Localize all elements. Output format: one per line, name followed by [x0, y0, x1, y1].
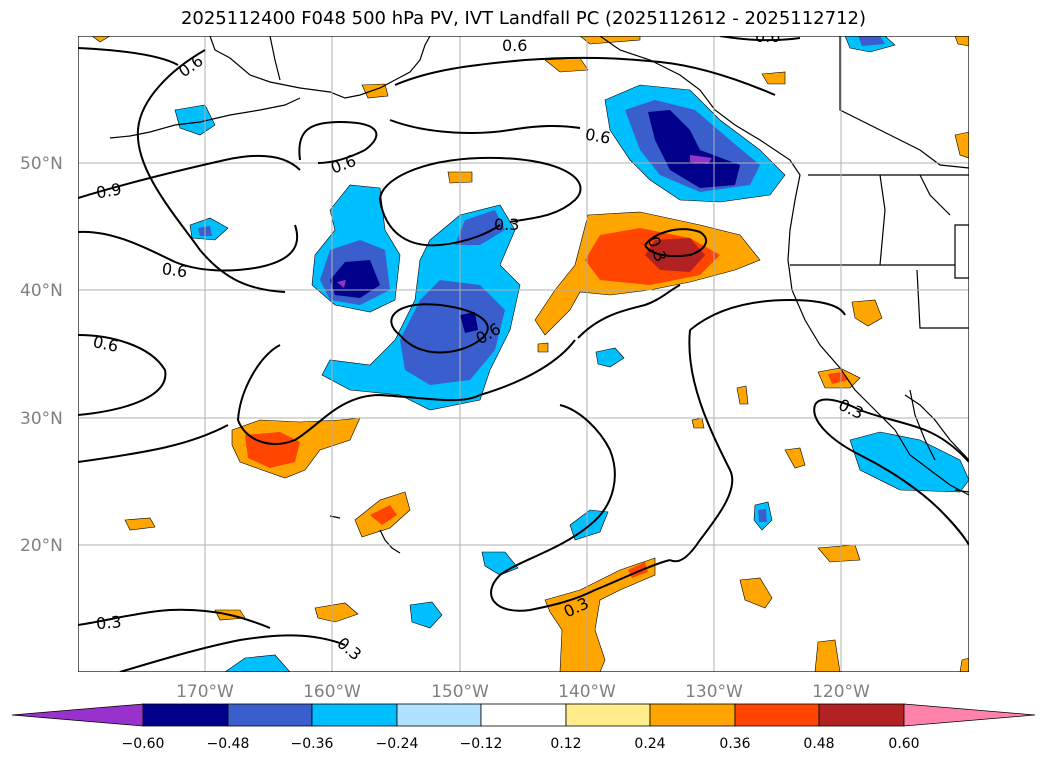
- colorbar-segment: [649, 703, 736, 727]
- colorbar-tick: −0.24: [376, 736, 419, 752]
- lon-label-160w: 160°W: [303, 682, 361, 702]
- colorbar-tick: 0.60: [888, 736, 919, 752]
- colorbar: [11, 703, 1036, 727]
- pv-contours: [78, 36, 969, 672]
- colorbar-tick: −0.12: [460, 736, 503, 752]
- contour-label: 0.6: [91, 332, 120, 356]
- contour-label: 0.3: [494, 215, 519, 234]
- colorbar-segment: [734, 703, 820, 727]
- colorbar-tick: −0.36: [291, 736, 334, 752]
- coastlines: [109, 36, 969, 554]
- lon-label-170w: 170°W: [176, 682, 234, 702]
- colorbar-tick: 0.24: [634, 736, 665, 752]
- lat-label-50n: 50°N: [20, 154, 63, 174]
- lon-label-120w: 120°W: [812, 682, 870, 702]
- colorbar-segment: [818, 703, 905, 727]
- map-title: 2025112400 F048 500 hPa PV, IVT Landfall…: [180, 8, 867, 29]
- colorbar-tick: 0.48: [803, 736, 834, 752]
- colorbar-tick: −0.60: [122, 736, 165, 752]
- colorbar-segment: [142, 703, 229, 727]
- gridlines: [78, 36, 969, 672]
- colorbar-segment: [311, 703, 398, 727]
- colorbar-segment: [480, 703, 567, 727]
- contour-label: 0.6: [755, 27, 780, 46]
- contour-label: 0.6: [584, 125, 612, 148]
- colorbar-ticks: −0.60 −0.48 −0.36 −0.24 −0.12 0.12 0.24 …: [122, 736, 920, 752]
- colorbar-tick: −0.48: [207, 736, 250, 752]
- contour-label: 0.9: [95, 179, 123, 202]
- colorbar-segment: [565, 703, 651, 727]
- longitude-labels: 170°W 160°W 150°W 140°W 130°W 120°W: [176, 682, 870, 702]
- positive-pv-shading: [91, 36, 969, 672]
- lon-label-130w: 130°W: [685, 682, 743, 702]
- lat-label-20n: 20°N: [20, 536, 63, 556]
- map-panel: 0.6 0.6 0.6 0.6 0.9 0.6 0.6 0.6 0.3 0.3 …: [78, 27, 969, 672]
- lon-label-150w: 150°W: [431, 682, 489, 702]
- colorbar-segment: [227, 703, 313, 727]
- colorbar-extend-low: [11, 703, 144, 727]
- contour-label: 0.6: [502, 36, 527, 55]
- lat-label-30n: 30°N: [20, 409, 63, 429]
- colorbar-segment: [396, 703, 482, 727]
- colorbar-extend-high: [903, 703, 1036, 727]
- colorbar-tick: 0.36: [719, 736, 750, 752]
- lon-label-140w: 140°W: [558, 682, 616, 702]
- contour-label: 0.3: [95, 612, 122, 633]
- contour-label: 0.6: [161, 259, 189, 281]
- latitude-labels: 50°N 40°N 30°N 20°N: [20, 154, 63, 556]
- colorbar-tick: 0.12: [550, 736, 581, 752]
- lat-label-40n: 40°N: [20, 281, 63, 301]
